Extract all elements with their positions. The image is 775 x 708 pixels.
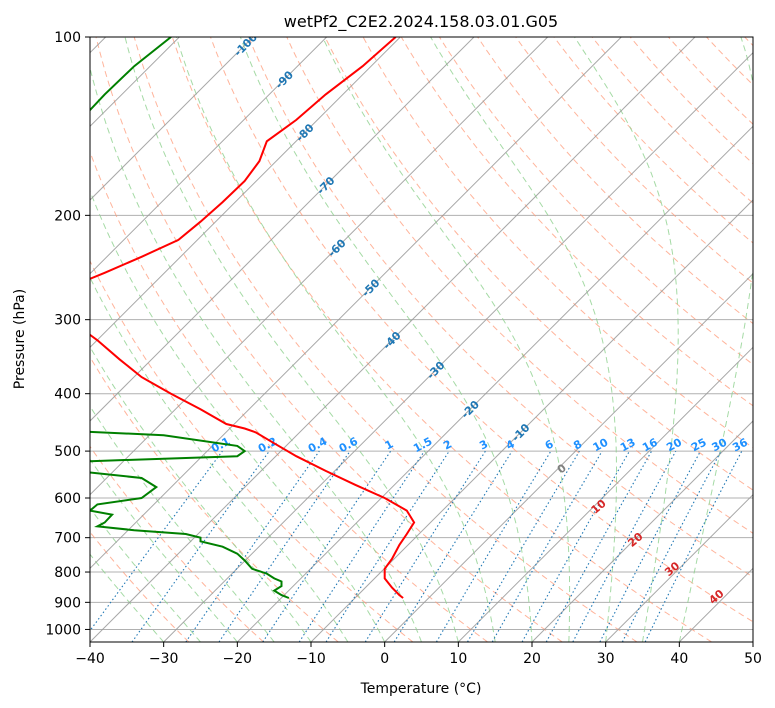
- background-lines: [90, 37, 753, 642]
- moist-adiabat-line: [239, 37, 533, 642]
- x-tick-label: −30: [149, 651, 179, 667]
- x-tick-label: −10: [296, 651, 326, 667]
- moist-adiabat-line: [90, 507, 201, 642]
- y-axis-ticks: 100 200 300 400 500 600 700 800 900 1000: [45, 30, 90, 638]
- moist-adiabat-line: [322, 37, 571, 642]
- isotherm-line: [531, 420, 753, 642]
- isotherm-line: [90, 37, 696, 642]
- moist-adiabat-line: [90, 189, 386, 642]
- moist-adiabat-line: [90, 276, 349, 642]
- chart-title: wetPf2_C2E2.2024.158.03.01.G05: [284, 12, 558, 32]
- dry-adiabat-line: [90, 445, 264, 642]
- x-axis-label: Temperature (°C): [360, 681, 482, 697]
- isotherm-line: [384, 272, 753, 642]
- y-tick-label: 800: [54, 565, 81, 581]
- dry-adiabat-line: [90, 259, 414, 642]
- y-tick-label: 700: [54, 531, 81, 547]
- x-tick-label: 50: [744, 651, 762, 667]
- mixing-ratio-line: [572, 450, 677, 642]
- mixing-ratio-label: 30: [710, 436, 730, 455]
- moist-adiabat-line: [574, 37, 679, 642]
- mixing-ratio-label: 10: [591, 435, 611, 454]
- dry-adiabat-line: [515, 37, 753, 284]
- x-tick-label: 10: [449, 651, 467, 667]
- mixing-ratio-line: [298, 450, 425, 642]
- isotherm-line: [90, 37, 328, 275]
- sounding-series: [90, 37, 416, 599]
- y-tick-label: 500: [54, 444, 81, 460]
- dry-adiabat-line: [286, 37, 753, 534]
- isotherm-line: [605, 493, 753, 642]
- x-tick-label: −20: [223, 651, 253, 667]
- dry-adiabat-line: [90, 356, 339, 642]
- mixing-ratio-line: [545, 450, 653, 642]
- isotherm-line: [90, 37, 622, 570]
- y-tick-label: 100: [54, 30, 81, 46]
- isotherm-line: [163, 51, 753, 642]
- y-tick-label: 300: [54, 313, 81, 329]
- moist-adiabat-line: [175, 37, 496, 642]
- isotherm-line: [90, 37, 549, 496]
- temperature-profile-line: [90, 37, 416, 599]
- x-tick-label: 40: [670, 651, 688, 667]
- mixing-ratio-line: [393, 450, 513, 642]
- mixing-ratio-label: 25: [689, 436, 709, 455]
- mixing-ratio-label: 16: [640, 436, 660, 455]
- moist-adiabat-line: [678, 37, 753, 642]
- y-tick-label: 900: [54, 595, 81, 611]
- moist-adiabat-line: [90, 553, 165, 642]
- dry-adiabat-line: [210, 37, 753, 623]
- mixing-ratio-label: 13: [618, 436, 638, 455]
- x-tick-label: 30: [597, 651, 615, 667]
- y-tick-label: 400: [54, 387, 81, 403]
- mixing-ratio-line: [185, 450, 320, 642]
- dry-adiabat-line: [95, 37, 563, 642]
- isotherm-line: [90, 37, 254, 201]
- moist-adiabat-line: [124, 37, 459, 642]
- isotherm-line: [90, 37, 475, 422]
- mixing-ratio-line: [644, 450, 743, 642]
- y-axis-label: Pressure (hPa): [12, 289, 28, 389]
- x-tick-label: −40: [75, 651, 105, 667]
- dewpoint-profile-line: [90, 37, 290, 599]
- mixing-ratio-line: [521, 450, 630, 642]
- dry-adiabat-line: [171, 37, 712, 642]
- dry-adiabat-line: [133, 37, 638, 642]
- mixing-ratio-line: [325, 450, 450, 642]
- y-tick-label: 200: [54, 208, 81, 224]
- y-tick-label: 600: [54, 491, 81, 507]
- dry-adiabat-line: [324, 37, 753, 491]
- mixing-ratio-label: 20: [664, 435, 684, 454]
- dry-adiabat-line: [248, 37, 753, 578]
- mixing-ratio-line: [131, 450, 270, 642]
- plot-area: 0.1 0.2 0.4 0.6 1 1.5 2 3 4 6 8 10 13 16 20 25 30 36-100-…: [90, 36, 753, 642]
- isotherm-line: [310, 199, 753, 642]
- mixing-ratio-line: [90, 450, 223, 632]
- mixing-ratio-label: 36: [730, 436, 750, 455]
- mixing-ratio-line: [262, 450, 392, 642]
- isotherm-line: [236, 125, 753, 642]
- x-tick-label: 20: [523, 651, 541, 667]
- moist-adiabat-line: [90, 65, 422, 642]
- isotherm-line: [457, 346, 753, 642]
- plot-frame: [89, 36, 754, 643]
- x-tick-label: 0: [380, 651, 389, 667]
- moist-adiabat-line: [430, 37, 617, 642]
- moist-adiabat-line: [90, 405, 275, 642]
- x-axis-ticks: −40 −30 −20 −10 0 10 20 30 40 50: [75, 642, 762, 667]
- mixing-ratio-line: [218, 450, 351, 642]
- y-tick-label: 1000: [45, 622, 81, 638]
- moist-adiabat-line: [90, 458, 238, 642]
